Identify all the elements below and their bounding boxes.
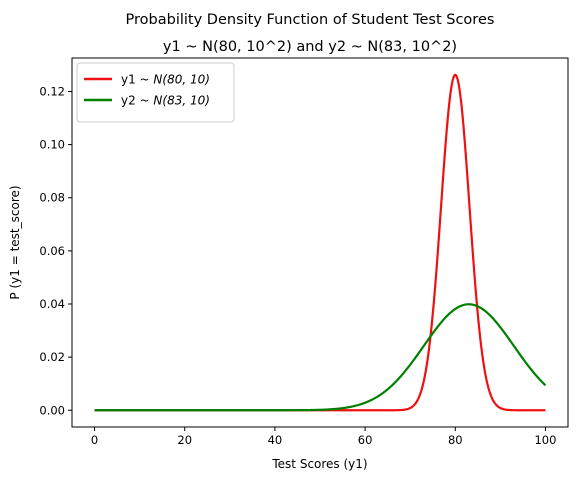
y-tick-label: 0.10 — [39, 138, 65, 152]
x-tick-label: 20 — [177, 433, 192, 447]
y-tick-label: 0.06 — [39, 244, 65, 258]
x-tick-label: 100 — [534, 433, 556, 447]
y-tick-label: 0.12 — [39, 84, 65, 98]
legend-label-y2: y2 ~ N(83, 10) — [121, 94, 210, 108]
x-tick-label: 40 — [268, 433, 283, 447]
y-tick-label: 0.04 — [39, 297, 65, 311]
x-tick-label: 80 — [448, 433, 463, 447]
x-axis-label: Test Scores (y1) — [271, 457, 367, 471]
axes-frame — [71, 57, 569, 428]
y-tick-label: 0.08 — [39, 191, 65, 205]
plot-area — [71, 57, 569, 428]
y-axis: 0.00 0.02 0.04 0.06 0.08 0.10 0.12 — [39, 84, 72, 417]
y-axis-label: P (y1 = test_score) — [8, 185, 22, 299]
series-line-y1 — [94, 73, 546, 412]
legend-math: N(80, 10) — [153, 73, 210, 87]
x-axis: 0 20 40 60 80 100 — [91, 427, 556, 447]
legend-prefix: y1 ~ — [121, 73, 153, 87]
chart-title-line2: y1 ~ N(80, 10^2) and y2 ~ N(83, 10^2) — [163, 39, 457, 55]
series-layer — [94, 73, 547, 412]
x-tick-label: 0 — [91, 433, 98, 447]
series-line-y2 — [94, 303, 547, 412]
legend-prefix: y2 ~ — [121, 94, 153, 108]
legend-label-y1: y1 ~ N(80, 10) — [121, 73, 210, 87]
y-tick-label: 0.02 — [39, 350, 65, 364]
legend-math: N(83, 10) — [153, 94, 210, 108]
legend: y1 ~ N(80, 10)y2 ~ N(83, 10) — [76, 62, 235, 123]
chart-title-line1: Probability Density Function of Student … — [126, 12, 495, 28]
legend-box — [76, 62, 235, 123]
y-tick-label: 0.00 — [39, 403, 65, 417]
x-tick-label: 60 — [358, 433, 373, 447]
